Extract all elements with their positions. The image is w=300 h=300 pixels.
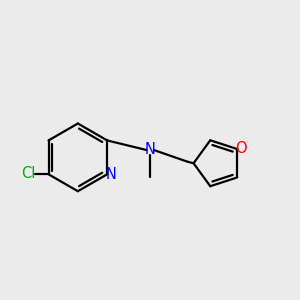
Text: O: O — [236, 141, 247, 156]
Text: N: N — [145, 142, 155, 158]
Text: N: N — [106, 167, 116, 182]
Text: Cl: Cl — [21, 166, 36, 181]
